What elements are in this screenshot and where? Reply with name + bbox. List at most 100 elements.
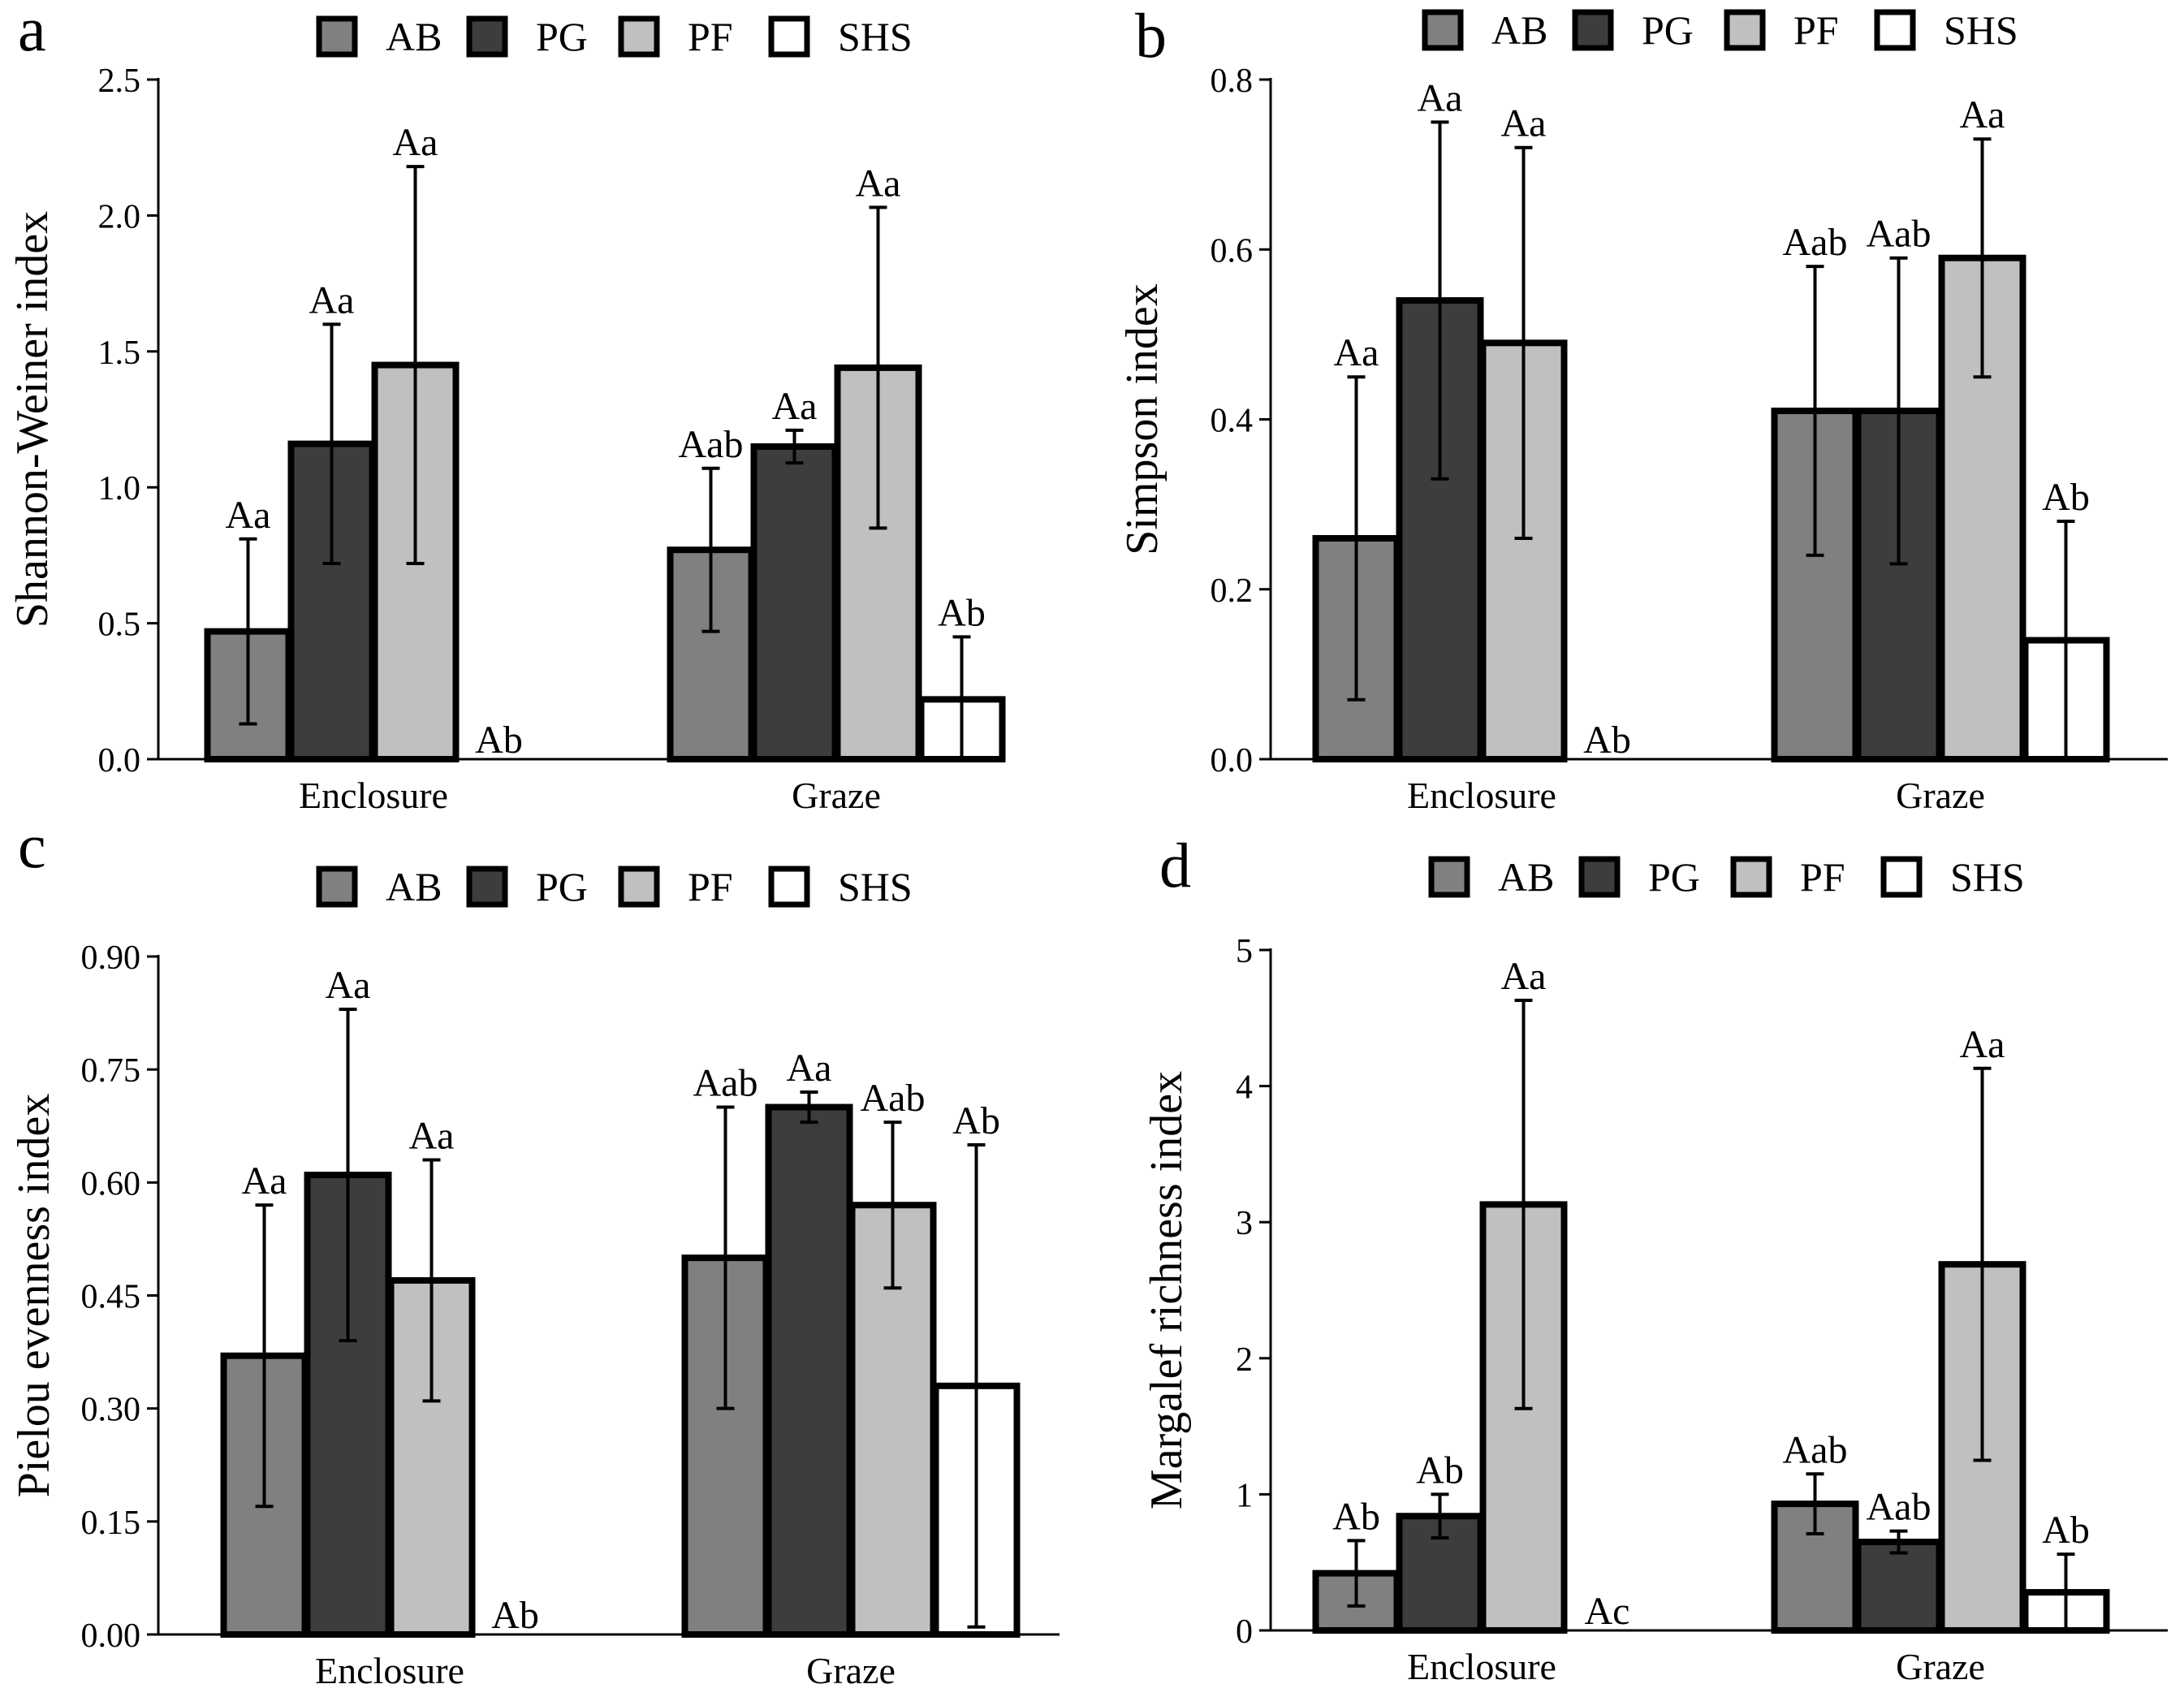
significance-letter: Aa <box>1960 93 2005 136</box>
significance-letter: Aa <box>787 1047 832 1090</box>
bar-pg-graze <box>750 443 839 762</box>
significance-letter: Ab <box>491 1594 539 1637</box>
legend-swatch-ab <box>1428 856 1470 898</box>
significance-letter: Ab <box>475 719 523 762</box>
legend-swatch-shs <box>1874 9 1916 51</box>
bar-pf-graze <box>834 364 922 762</box>
legend-label-pg: PG <box>1648 854 1700 900</box>
y-tick-label: 0.75 <box>81 1052 141 1090</box>
legend-swatch-shs <box>768 866 810 908</box>
significance-letter: Aa <box>309 279 355 322</box>
significance-letter: Aa <box>326 964 371 1007</box>
legend-swatch-pf <box>618 866 660 908</box>
significance-letter: Ac <box>1585 1590 1630 1633</box>
legend: AB PG PF SHS <box>1428 854 2025 900</box>
y-tick-label: 0.15 <box>81 1505 141 1542</box>
significance-letter: Aab <box>693 1062 758 1105</box>
y-tick-label: 0.45 <box>81 1279 141 1316</box>
legend-swatch-pf <box>1730 856 1772 898</box>
chart-panel-d: d AB PG PF SHS 0 1 2 3 4 5 Margalef richness index E… <box>1142 830 2168 1687</box>
legend-swatch-pg <box>466 15 508 58</box>
y-tick-label: 0.00 <box>81 1617 141 1655</box>
significance-letter: Aa <box>393 121 438 164</box>
legend-label-pg: PG <box>536 864 588 909</box>
significance-letter: Aa <box>1501 955 1547 998</box>
y-axis-title: Simpson index <box>1117 283 1168 555</box>
legend-label-ab: AB <box>1491 7 1547 53</box>
significance-letter: Ab <box>1416 1449 1464 1492</box>
y-axis-title: Shannon-Weiner index <box>7 211 58 628</box>
legend-label-ab: AB <box>386 864 442 909</box>
legend-label-ab: AB <box>386 14 442 59</box>
legend-swatch-pg <box>1572 9 1614 51</box>
y-tick-label: 0.8 <box>1211 63 1254 100</box>
x-category-label-enclosure: Enclosure <box>1407 1646 1556 1687</box>
significance-letter: Ab <box>1332 1495 1380 1538</box>
legend-label-pg: PG <box>1642 7 1694 53</box>
chart-panel-c: c AB PG PF SHS 0.00 0.15 0.30 0.45 0.60 0.75 0.90 Pi… <box>9 810 1060 1691</box>
chart-panel-a: a AB PG PF SHS 0.0 0.5 1.0 1.5 2.0 2.5 Shannon-Wein… <box>7 0 1006 816</box>
y-tick-label: 0.2 <box>1211 572 1254 610</box>
y-axis-title: Margalef richness index <box>1142 1071 1192 1509</box>
legend: AB PG PF SHS <box>316 14 913 59</box>
legend-swatch-pf <box>618 15 660 58</box>
legend-label-shs: SHS <box>838 864 913 909</box>
legend-label-ab: AB <box>1498 854 1554 900</box>
legend-label-pg: PG <box>536 14 588 59</box>
legend-label-pf: PF <box>688 14 733 59</box>
significance-letter: Aab <box>1783 221 1848 264</box>
bar-pg-graze <box>765 1103 853 1638</box>
legend-label-shs: SHS <box>1950 854 2025 900</box>
legend-label-pf: PF <box>1800 854 1845 900</box>
y-tick-label: 2 <box>1236 1341 1253 1379</box>
legend-swatch-ab <box>316 866 358 908</box>
y-tick-label: 0.0 <box>98 742 141 779</box>
significance-letter: Ab <box>2042 476 2090 519</box>
legend-swatch-pg <box>1578 856 1621 898</box>
x-category-label-enclosure: Enclosure <box>1407 775 1556 816</box>
y-tick-label: 0.60 <box>81 1165 141 1203</box>
y-tick-label: 1.5 <box>98 335 141 372</box>
y-tick-label: 1 <box>1236 1477 1253 1514</box>
y-tick-label: 5 <box>1236 933 1253 970</box>
y-tick-label: 0 <box>1236 1613 1253 1651</box>
y-axis-title: Pielou evenness index <box>9 1094 59 1498</box>
panel-label: a <box>18 0 46 64</box>
y-tick-label: 4 <box>1236 1069 1253 1107</box>
legend-swatch-shs <box>768 15 810 58</box>
legend-label-pf: PF <box>688 864 733 909</box>
legend: AB PG PF SHS <box>316 864 913 909</box>
significance-letter: Aab <box>679 423 744 466</box>
significance-letter: Aa <box>1501 102 1547 145</box>
legend-label-pf: PF <box>1793 7 1839 53</box>
legend-swatch-ab <box>1422 9 1464 51</box>
bar-ab-graze <box>1771 408 1859 762</box>
x-category-label-graze: Graze <box>792 775 881 816</box>
x-category-label-graze: Graze <box>1896 775 1985 816</box>
y-tick-label: 3 <box>1236 1205 1253 1242</box>
significance-letter: Aab <box>1783 1428 1848 1471</box>
y-tick-label: 0.30 <box>81 1392 141 1429</box>
y-tick-label: 2.5 <box>98 63 141 100</box>
significance-letter: Aab <box>861 1077 926 1120</box>
significance-letter: Aa <box>1334 331 1379 374</box>
panel-label: d <box>1159 830 1191 900</box>
significance-letter: Aa <box>856 162 901 205</box>
significance-letter: Aa <box>1418 76 1463 119</box>
legend-label-shs: SHS <box>1944 7 2018 53</box>
significance-letter: Aa <box>1960 1023 2005 1066</box>
x-category-label-enclosure: Enclosure <box>315 1650 464 1691</box>
significance-letter: Ab <box>2042 1509 2090 1552</box>
significance-letter: Aa <box>409 1115 455 1158</box>
y-tick-label: 2.0 <box>98 198 141 235</box>
legend: AB PG PF SHS <box>1422 7 2018 53</box>
legend-swatch-shs <box>1880 856 1923 898</box>
significance-letter: Aa <box>226 494 271 537</box>
y-tick-label: 0.6 <box>1211 232 1254 270</box>
chart-panel-b: b AB PG PF SHS 0.0 0.2 0.4 0.6 0.8 Simpson index En… <box>1117 0 2168 816</box>
bar-pf-enclosure <box>1479 339 1568 762</box>
x-category-label-enclosure: Enclosure <box>299 775 448 816</box>
bar-pg-graze <box>1854 1539 1943 1634</box>
legend-swatch-ab <box>316 15 358 58</box>
